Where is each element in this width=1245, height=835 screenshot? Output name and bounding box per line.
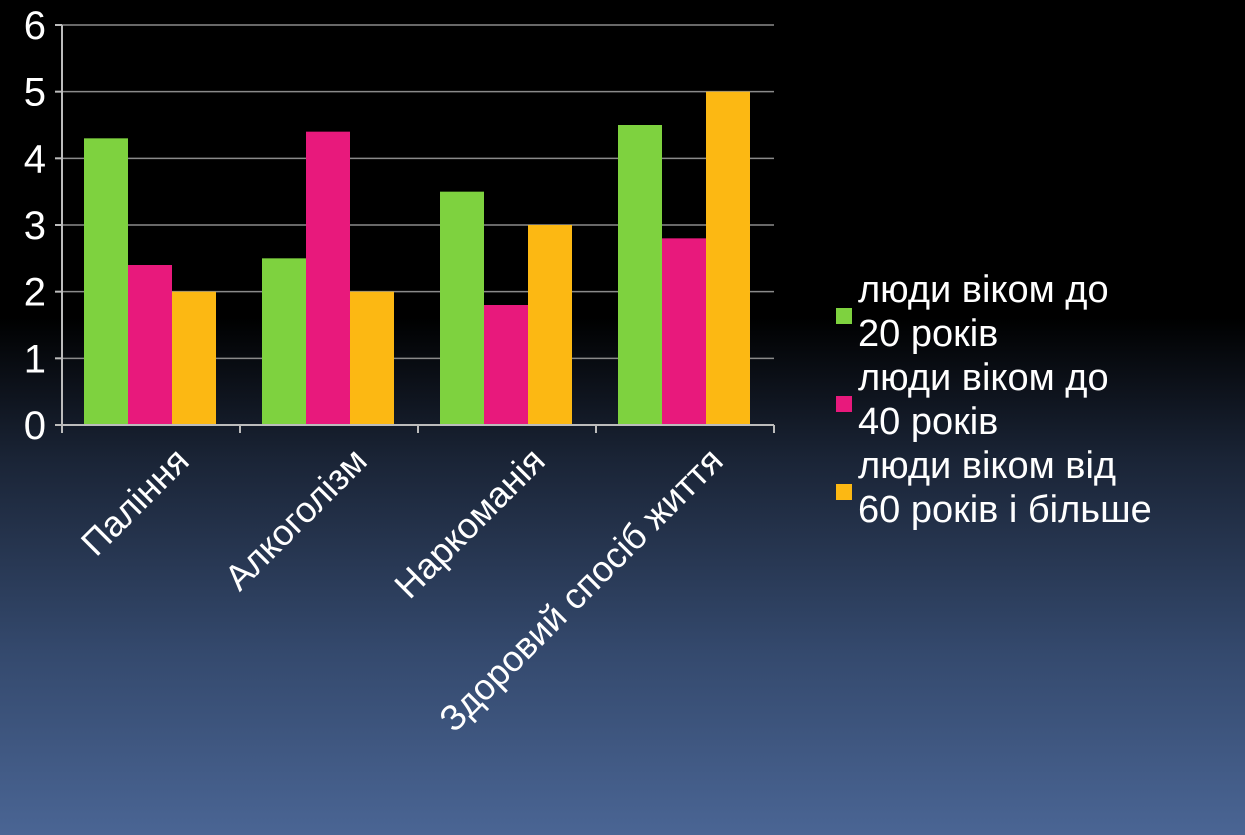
- legend-swatch-series-1: [836, 308, 852, 324]
- legend-label-line1: люди віком до: [858, 357, 1109, 399]
- x-category-label: Здоровий спосіб життя: [431, 440, 731, 740]
- legend-label-line2: 60 років і більше: [858, 489, 1152, 531]
- bar-series-2-4: [662, 238, 706, 425]
- legend: люди віком до 20 років люди віком до 40 …: [836, 268, 1236, 532]
- y-tick-label: 6: [24, 4, 46, 48]
- legend-label-line1: люди віком від: [858, 445, 1117, 487]
- legend-label-line2: 40 років: [858, 401, 999, 443]
- y-tick-labels: 0 1 2 3 4 5 6: [24, 4, 46, 448]
- axes: [55, 24, 775, 433]
- bar-series-3-2: [350, 291, 394, 425]
- bar-series-1-1: [84, 138, 128, 426]
- x-category-label: Алкоголізм: [216, 440, 374, 598]
- y-tick-label: 5: [24, 71, 46, 115]
- legend-swatch-series-2: [836, 396, 852, 412]
- legend-item-series-3: люди віком від 60 років і більше: [836, 444, 1236, 532]
- legend-item-series-1: люди віком до 20 років: [836, 268, 1236, 356]
- bars: [84, 91, 750, 426]
- x-category-label: Наркоманія: [386, 440, 552, 606]
- bar-series-3-3: [528, 225, 572, 425]
- x-category-label: Паління: [73, 440, 197, 564]
- bar-series-2-3: [484, 305, 528, 425]
- bar-series-1-4: [618, 125, 662, 425]
- legend-label-line1: люди віком до: [858, 269, 1109, 311]
- legend-swatch-series-3: [836, 484, 852, 500]
- y-tick-label: 1: [24, 337, 46, 381]
- bar-series-1-3: [440, 191, 484, 425]
- y-tick-label: 2: [24, 271, 46, 315]
- y-tick-label: 4: [24, 137, 46, 181]
- legend-item-series-2: люди віком до 40 років: [836, 356, 1236, 444]
- legend-label-line2: 20 років: [858, 313, 999, 355]
- y-tick-label: 3: [24, 204, 46, 248]
- bar-series-2-1: [128, 265, 172, 425]
- bar-series-3-4: [706, 91, 750, 426]
- bar-series-1-2: [262, 258, 306, 425]
- bar-series-2-2: [306, 131, 350, 425]
- y-tick-label: 0: [24, 404, 46, 448]
- bar-series-3-1: [172, 291, 216, 425]
